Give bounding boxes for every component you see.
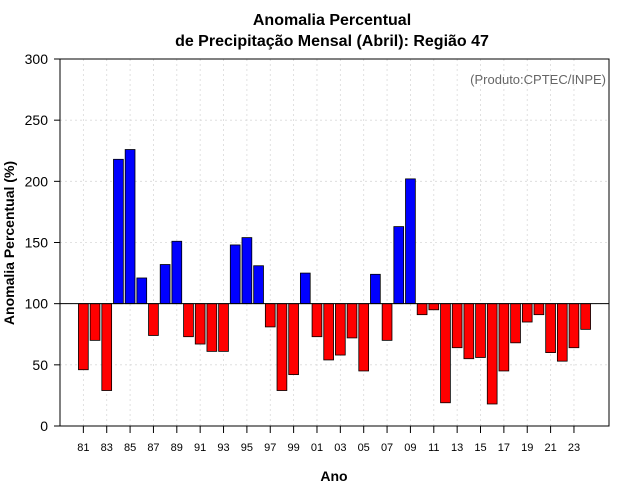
bar-14 <box>463 303 475 360</box>
x-tick-label: 09 <box>404 442 416 454</box>
bar-21 <box>545 303 556 353</box>
bar-02 <box>323 303 334 361</box>
product-credit: (Produto:CPTEC/INPE) <box>470 72 606 87</box>
bar-96 <box>253 265 264 305</box>
chart-title-line1: Anomalia Percentual <box>253 12 411 29</box>
bar-17 <box>498 303 510 372</box>
x-tick-label: 21 <box>544 442 556 454</box>
bar-16 <box>486 303 498 405</box>
bar-07 <box>381 303 393 341</box>
bar-89 <box>171 240 183 305</box>
bar-82 <box>89 303 101 341</box>
x-tick-label: 99 <box>287 442 299 454</box>
bar-09 <box>405 178 416 305</box>
bar-91 <box>194 303 206 345</box>
bar-93 <box>218 303 229 352</box>
bar-85 <box>124 149 136 305</box>
bar-87 <box>148 303 159 336</box>
bar-83 <box>101 303 113 391</box>
y-tick-label: 300 <box>25 51 49 67</box>
y-tick-label: 250 <box>25 112 49 128</box>
bar-97 <box>264 303 276 328</box>
bar-24 <box>580 303 591 330</box>
x-tick-label: 89 <box>171 442 183 454</box>
bar-92 <box>206 303 218 352</box>
bar-03 <box>335 303 346 356</box>
x-tick-label: 19 <box>521 442 533 454</box>
x-tick-label: 85 <box>124 442 136 454</box>
bar-18 <box>510 303 521 344</box>
bar-99 <box>288 303 299 376</box>
bar-84 <box>113 158 124 305</box>
x-axis-label: Ano <box>320 468 347 484</box>
y-tick-label: 150 <box>25 235 49 251</box>
bar-08 <box>393 226 405 305</box>
bar-11 <box>428 303 440 311</box>
x-tick-label: 83 <box>101 442 113 454</box>
x-tick-label: 13 <box>451 442 463 454</box>
bar-19 <box>521 303 533 323</box>
x-tick-label: 97 <box>264 442 276 454</box>
bar-86 <box>136 277 148 305</box>
x-tick-label: 03 <box>334 442 346 454</box>
bar-90 <box>183 303 194 338</box>
chart-title-line2: de Precipitação Mensal (Abril): Região 4… <box>175 33 489 50</box>
x-tick-label: 23 <box>568 442 580 454</box>
bar-13 <box>451 303 463 349</box>
x-tick-label: 87 <box>147 442 159 454</box>
bar-20 <box>533 303 545 316</box>
bar-15 <box>475 303 486 358</box>
x-tick-label: 95 <box>241 442 253 454</box>
x-tick-label: 15 <box>474 442 486 454</box>
y-tick-label: 100 <box>25 296 49 312</box>
x-tick-label: 07 <box>381 442 393 454</box>
x-tick-label: 11 <box>428 442 439 454</box>
y-axis-label: Anomalia Percentual (%) <box>1 161 17 325</box>
x-tick-label: 91 <box>194 442 206 454</box>
grid-layer <box>60 58 609 427</box>
bar-04 <box>346 303 358 339</box>
y-tick-label: 50 <box>32 357 48 373</box>
y-tick-label: 200 <box>25 173 49 189</box>
x-tick-label: 05 <box>358 442 370 454</box>
x-tick-label: 81 <box>77 442 89 454</box>
bar-06 <box>370 273 381 305</box>
x-tick-label: 17 <box>498 442 510 454</box>
x-tick-label: 93 <box>217 442 229 454</box>
bar-05 <box>358 303 370 372</box>
bar-94 <box>229 244 241 305</box>
bar-01 <box>311 303 323 338</box>
bar-95 <box>241 237 253 305</box>
bar-10 <box>416 303 428 316</box>
bar-88 <box>159 264 171 305</box>
bars-layer <box>78 149 591 405</box>
bar-23 <box>568 303 580 349</box>
bar-81 <box>78 303 89 371</box>
bar-12 <box>440 303 451 404</box>
bar-98 <box>276 303 288 391</box>
bar-00 <box>299 272 311 305</box>
y-tick-label: 0 <box>40 418 48 434</box>
bar-22 <box>556 303 568 362</box>
x-tick-label: 01 <box>311 442 323 454</box>
